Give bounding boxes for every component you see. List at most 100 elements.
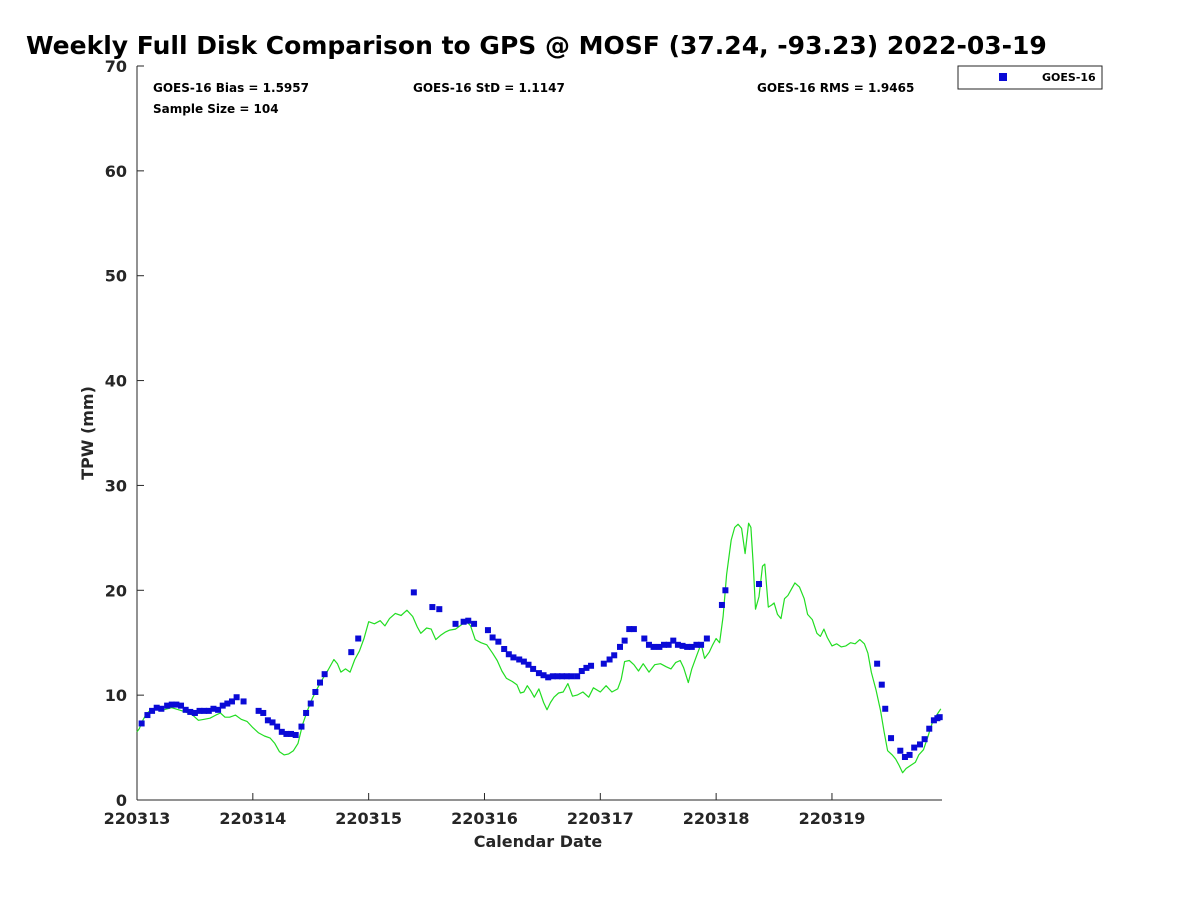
- x-tick-label: 220318: [683, 809, 750, 828]
- legend-marker: [999, 73, 1007, 81]
- goes16-data-point: [693, 641, 700, 648]
- goes16-data-point: [191, 709, 198, 716]
- goes16-data-point: [549, 673, 556, 680]
- goes16-data-point: [173, 701, 180, 708]
- x-tick-label: 220319: [799, 809, 866, 828]
- goes16-data-point: [630, 626, 637, 633]
- goes16-data-point: [429, 604, 436, 611]
- goes16-data-point: [321, 671, 328, 678]
- goes16-data-point: [535, 670, 542, 677]
- goes16-data-point: [874, 660, 881, 667]
- goes16-data-point: [307, 700, 314, 707]
- goes16-data-point: [703, 635, 710, 642]
- goes16-data-point: [645, 641, 652, 648]
- goes16-data-point: [600, 660, 607, 667]
- stat-std: GOES-16 StD = 1.1147: [413, 81, 565, 95]
- goes16-data-point: [930, 717, 937, 724]
- goes16-data-point: [144, 712, 151, 719]
- goes16-data-point: [688, 643, 695, 650]
- gps-series-line: [136, 522, 942, 774]
- plot-area: 0 10 20 30 40 50 60 70 220313 220314 220315 220316 2…: [104, 57, 943, 828]
- goes16-data-point: [215, 706, 222, 713]
- x-tick-label: 220316: [451, 809, 518, 828]
- goes16-data-point: [283, 730, 290, 737]
- goes16-data-point: [626, 626, 633, 633]
- x-tick-label: 220313: [104, 809, 171, 828]
- goes16-data-point: [501, 646, 508, 653]
- y-axis-label: TPW (mm): [78, 386, 97, 480]
- goes16-data-point: [436, 606, 443, 613]
- goes16-data-point: [269, 719, 276, 726]
- goes16-data-point: [153, 704, 160, 711]
- goes16-data-point: [233, 694, 240, 701]
- legend-label: GOES-16: [1042, 71, 1096, 84]
- goes16-data-point: [520, 658, 527, 665]
- y-tick-label: 20: [105, 581, 127, 600]
- goes16-data-point: [606, 656, 613, 663]
- x-tick-label: 220314: [219, 809, 286, 828]
- goes16-data-point: [545, 674, 552, 681]
- goes16-data-point: [452, 620, 459, 627]
- goes16-data-point: [182, 706, 189, 713]
- goes16-data-point: [228, 698, 235, 705]
- goes16-data-point: [158, 705, 165, 712]
- goes16-data-point: [897, 747, 904, 754]
- goes16-data-point: [563, 673, 570, 680]
- y-tick-label: 50: [105, 267, 127, 286]
- goes16-data-point: [255, 707, 262, 714]
- goes16-data-point: [168, 701, 175, 708]
- goes16-data-point: [641, 635, 648, 642]
- goes16-data-point: [661, 641, 668, 648]
- goes16-data-point: [656, 643, 663, 650]
- goes16-data-point: [471, 620, 478, 627]
- goes16-data-point: [888, 735, 895, 742]
- goes16-data-point: [303, 709, 310, 716]
- x-tick-label: 220317: [567, 809, 634, 828]
- goes16-data-point: [264, 717, 271, 724]
- goes16-data-point: [665, 641, 672, 648]
- goes16-data-point: [588, 662, 595, 669]
- goes16-data-point: [611, 652, 618, 659]
- goes16-data-point: [525, 661, 532, 668]
- goes16-data-point: [484, 627, 491, 634]
- goes16-data-point: [722, 587, 729, 594]
- goes16-data-point: [916, 741, 923, 748]
- y-tick-label: 0: [116, 791, 127, 810]
- goes16-data-point: [578, 668, 585, 675]
- goes16-data-point: [568, 673, 575, 680]
- goes16-data-point: [574, 673, 581, 680]
- goes16-data-point: [274, 723, 281, 730]
- stat-sample-size: Sample Size = 104: [153, 102, 279, 116]
- goes16-data-point: [355, 635, 362, 642]
- goes16-data-point: [460, 618, 467, 625]
- goes16-data-point: [260, 709, 267, 716]
- goes16-data-point: [510, 654, 517, 661]
- goes16-data-point: [224, 700, 231, 707]
- goes16-data-point: [684, 643, 691, 650]
- goes16-data-point: [906, 751, 913, 758]
- chart-title: Weekly Full Disk Comparison to GPS @ MOS…: [26, 31, 1047, 60]
- goes16-data-point: [489, 634, 496, 641]
- goes16-data-point: [317, 679, 324, 686]
- goes16-data-point: [936, 714, 943, 721]
- goes16-data-point: [298, 723, 305, 730]
- goes16-data-point: [495, 638, 502, 645]
- goes16-data-point: [164, 702, 171, 709]
- stat-bias: GOES-16 Bias = 1.5957: [153, 81, 309, 95]
- goes16-data-point: [292, 731, 299, 738]
- goes16-data-point: [196, 707, 203, 714]
- goes16-data-point: [149, 707, 156, 714]
- goes16-data-point: [755, 580, 762, 587]
- goes16-data-point: [698, 641, 705, 648]
- goes16-data-point: [465, 617, 472, 624]
- goes16-data-point: [201, 707, 208, 714]
- y-tick-label: 60: [105, 162, 127, 181]
- legend-box: [957, 65, 1103, 90]
- goes16-data-point: [516, 656, 523, 663]
- legend: GOES-16: [957, 65, 1103, 90]
- goes16-data-point: [205, 707, 212, 714]
- goes16-data-point: [240, 698, 247, 705]
- goes16-data-point: [554, 673, 561, 680]
- goes16-data-point: [718, 601, 725, 608]
- goes16-data-point: [901, 754, 908, 761]
